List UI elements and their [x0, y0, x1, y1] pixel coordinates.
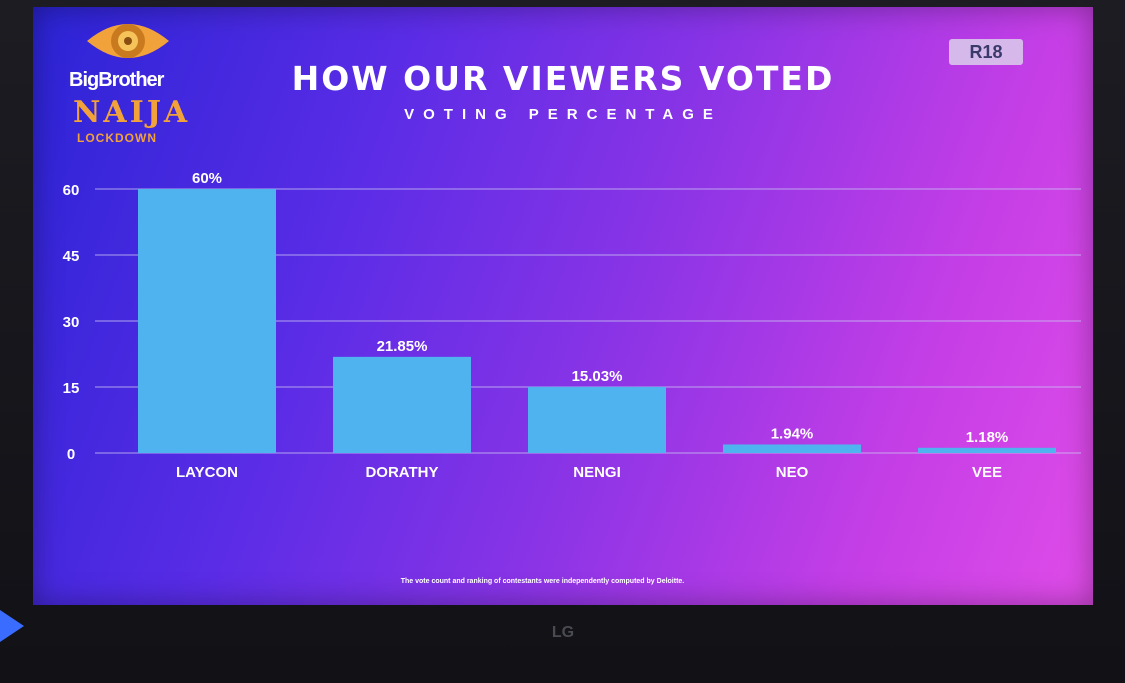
- chart-title: HOW OUR VIEWERS VOTED: [291, 59, 835, 98]
- category-label: NENGI: [573, 464, 621, 481]
- arrow-left-icon: [0, 610, 24, 642]
- y-tick-label: 45: [63, 248, 80, 265]
- data-label: 1.18%: [966, 429, 1009, 446]
- data-label: 15.03%: [572, 368, 623, 385]
- logo-text-bigbrother: BigBrother: [69, 69, 164, 91]
- y-tick-label: 15: [63, 380, 80, 397]
- logo-text-naija: NAIJA: [73, 95, 191, 130]
- y-tick-label: 60: [63, 182, 80, 199]
- category-label: NEO: [776, 464, 809, 481]
- y-tick-label: 0: [67, 446, 75, 463]
- bar-nengi: [528, 386, 666, 453]
- bar-dorathy: [333, 356, 471, 453]
- y-tick-label: 30: [63, 314, 80, 331]
- data-label: 21.85%: [377, 338, 428, 355]
- show-logo: BigBrother NAIJA LOCKDOWN: [69, 13, 189, 153]
- data-label: 60%: [192, 170, 222, 187]
- rating-badge: R18: [949, 39, 1023, 65]
- logo-text-lockdown: LOCKDOWN: [77, 131, 157, 145]
- footnote: The vote count and ranking of contestant…: [400, 578, 685, 585]
- tv-brand-logo: LG: [551, 624, 575, 641]
- eye-logo-icon: [87, 24, 169, 58]
- bar-laycon: [138, 189, 276, 453]
- tv-screen: BigBrother NAIJA LOCKDOWN HOW OUR VIEWER…: [33, 7, 1093, 605]
- data-label: 1.94%: [771, 425, 814, 442]
- bar-neo: [723, 444, 861, 453]
- chart-subtitle: VOTING PERCENTAGE: [404, 106, 722, 123]
- category-label: VEE: [972, 464, 1002, 481]
- category-label: LAYCON: [176, 464, 238, 481]
- bar-chart: 0 15 30 45 60 60% LAYCON 21.85% DORATHY 15.03% NEN…: [63, 170, 1081, 481]
- bar-vee: [918, 447, 1056, 453]
- category-label: DORATHY: [365, 464, 438, 481]
